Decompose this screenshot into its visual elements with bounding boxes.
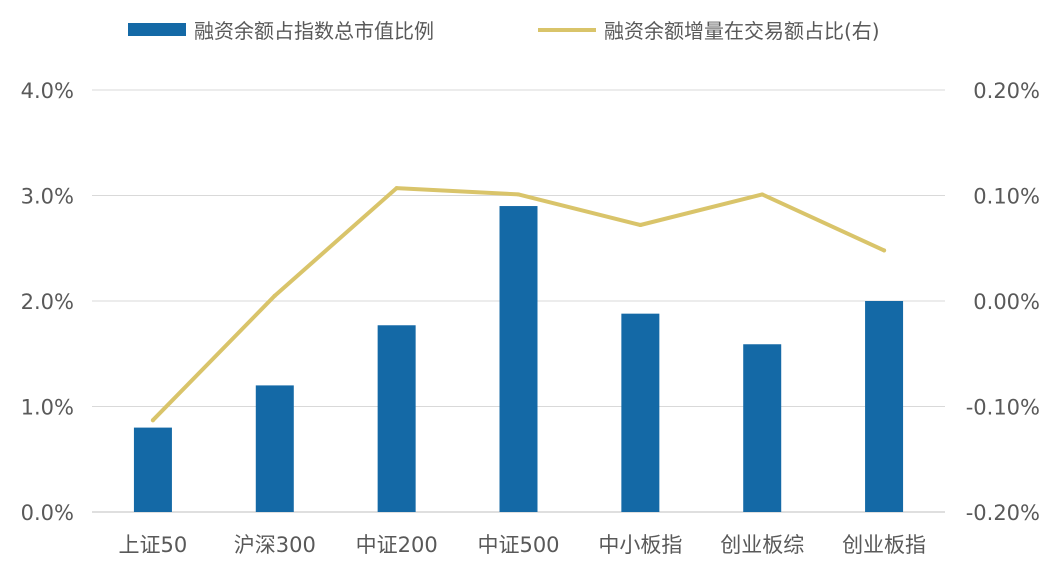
bar xyxy=(377,325,416,512)
legend: 融资余额占指数总市值比例 融资余额增量在交易额占比(右) xyxy=(128,19,880,43)
left-axis-tick-label: 2.0% xyxy=(21,290,74,314)
x-axis-ticks: 上证50 沪深300 中证200 中证500 中小板指 创业板综 创业板指 xyxy=(119,533,927,557)
line-point xyxy=(272,293,277,298)
bar xyxy=(499,206,538,513)
left-axis-tick-label: 0.0% xyxy=(21,501,74,525)
right-axis-tick-label: -0.10% xyxy=(966,396,1040,420)
line-point xyxy=(882,248,887,253)
x-axis-tick-label: 创业板指 xyxy=(842,533,926,557)
x-axis-tick-label: 中小板指 xyxy=(598,533,682,557)
bar xyxy=(865,301,904,512)
line-point xyxy=(638,223,643,228)
x-axis-tick-label: 上证50 xyxy=(119,533,188,557)
bar xyxy=(621,313,660,512)
line-point xyxy=(150,418,155,423)
legend-bar-label: 融资余额占指数总市值比例 xyxy=(194,19,434,43)
x-axis-tick-label: 中证200 xyxy=(356,533,438,557)
bar-series xyxy=(133,206,904,513)
left-axis-tick-label: 4.0% xyxy=(21,79,74,103)
x-axis-tick-label: 中证500 xyxy=(477,533,559,557)
right-axis-ticks: -0.20% -0.10% 0.00% 0.10% 0.20% xyxy=(966,79,1040,525)
legend-line-label: 融资余额增量在交易额占比(右) xyxy=(604,19,880,43)
left-axis-tick-label: 3.0% xyxy=(21,185,74,209)
line-point xyxy=(516,192,521,197)
line-point xyxy=(760,192,765,197)
right-axis-tick-label: 0.00% xyxy=(973,290,1040,314)
left-axis-ticks: 0.0% 1.0% 2.0% 3.0% 4.0% xyxy=(21,79,74,525)
x-axis-tick-label: 创业板综 xyxy=(720,533,804,557)
line-series xyxy=(150,186,887,423)
line-point xyxy=(394,186,399,191)
right-axis-tick-label: 0.10% xyxy=(973,185,1040,209)
left-axis-tick-label: 1.0% xyxy=(21,396,74,420)
bar xyxy=(133,427,172,512)
right-axis-tick-label: -0.20% xyxy=(966,501,1040,525)
bar xyxy=(255,385,294,512)
x-axis-tick-label: 沪深300 xyxy=(234,533,316,557)
bar xyxy=(743,344,782,512)
legend-bar-swatch xyxy=(128,23,186,36)
right-axis-tick-label: 0.20% xyxy=(973,79,1040,103)
